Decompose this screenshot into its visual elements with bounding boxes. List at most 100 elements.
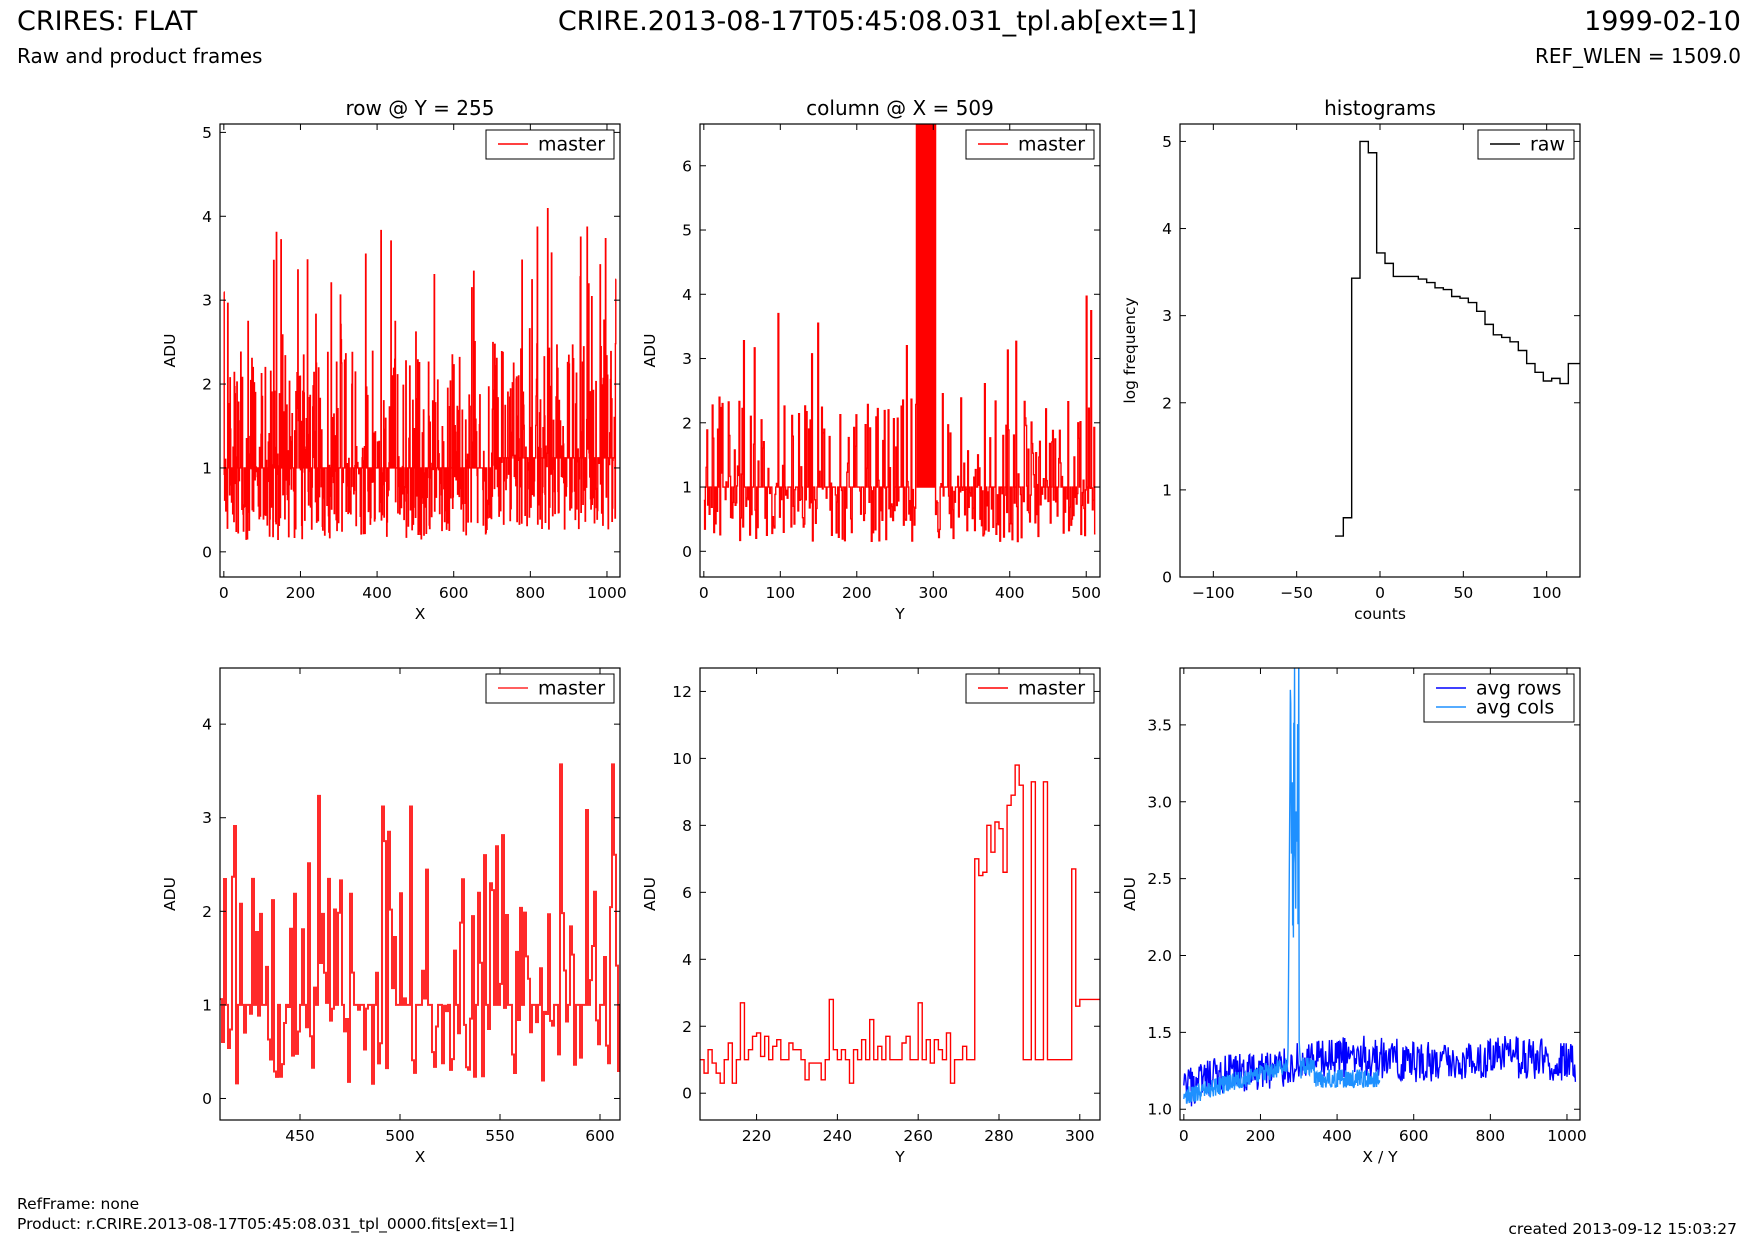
legend: raw [1477,129,1575,160]
series-raw [1335,140,1580,537]
legend-box [1423,673,1575,723]
x-axis-label: X / Y [1362,1148,1398,1166]
y-tick-label: 0 [682,1085,692,1103]
x-tick-label: 200 [842,584,872,602]
chart-title: histograms [1324,96,1436,120]
x-tick-label: 200 [1246,1127,1276,1145]
legend-label: avg rows [1476,678,1561,700]
y-tick-label: 0 [682,543,692,561]
x-axis-label: counts [1354,605,1406,623]
y-tick-label: 8 [682,817,692,835]
y-tick-label: 1 [682,479,692,497]
y-axis-label: ADU [161,334,179,368]
series-avg-rows [1183,1035,1577,1107]
file-name: CRIRE.2013-08-17T05:45:08.031_tpl.ab[ext… [557,6,1198,37]
x-tick-label: 50 [1453,584,1473,602]
series-master [220,763,620,1085]
y-tick-label: 2 [1162,394,1172,412]
x-tick-label: 240 [823,1127,853,1145]
y-tick-label: 10 [672,750,692,768]
x-tick-label: 0 [699,584,709,602]
y-tick-label: 5 [1162,133,1172,151]
plot-frame [699,123,1101,578]
series-avg-cols [1183,668,1381,1104]
y-tick-label: 12 [672,683,692,701]
legend: master [485,129,615,160]
y-tick-label: 4 [202,716,212,734]
y-tick-label: 4 [1162,220,1172,238]
y-tick-label: 3 [1162,307,1172,325]
y-tick-label: 2 [682,414,692,432]
y-tick-label: 6 [682,884,692,902]
report-subtitle: Raw and product frames [17,44,263,68]
y-tick-label: 2 [202,903,212,921]
legend: master [965,673,1095,704]
x-tick-label: 400 [362,584,392,602]
y-tick-label: 3.5 [1147,716,1172,734]
x-tick-label: 220 [742,1127,772,1145]
product-label: Product: r.CRIRE.2013-08-17T05:45:08.031… [17,1215,515,1233]
y-tick-label: 3 [682,350,692,368]
x-tick-label: 300 [1065,1127,1095,1145]
legend-label: avg cols [1476,697,1554,719]
x-tick-label: 600 [439,584,469,602]
x-tick-label: 500 [1071,584,1101,602]
report-date: 1999-02-10 [1584,6,1741,37]
x-tick-label: 800 [1476,1127,1506,1145]
x-tick-label: 550 [485,1127,515,1145]
x-axis-label: X [415,605,426,623]
chart-rowz: 450 500 550 600 0 1 2 3 4 X ADU master [161,667,621,1166]
plot-frame [219,667,621,1121]
y-tick-label: 4 [682,951,692,969]
y-axis-label: log frequency [1121,297,1139,403]
legend: master [485,673,615,704]
y-axis-label: ADU [1121,877,1139,911]
series-master [703,124,1096,543]
x-tick-label: 300 [918,584,948,602]
x-tick-label: 200 [286,584,316,602]
y-axis-label: ADU [161,877,179,911]
x-tick-label: 0 [1179,1127,1189,1145]
x-axis-label: X [415,1148,426,1166]
chart-title: column @ X = 509 [806,96,994,120]
plot-frame [219,123,621,578]
x-tick-label: −50 [1280,584,1313,602]
series-master [223,208,617,540]
chart-colz: 220 240 260 280 300 0 2 4 6 8 10 12 Y ADU master [641,667,1101,1166]
report-title: CRIRES: FLAT [17,6,198,37]
y-tick-label: 5 [682,222,692,240]
x-tick-label: 100 [1532,584,1562,602]
x-tick-label: 800 [516,584,546,602]
plot-frame [1179,667,1581,1121]
y-tick-label: 6 [682,157,692,175]
x-tick-label: 100 [766,584,796,602]
y-tick-label: 5 [202,124,212,142]
y-tick-label: 2 [202,376,212,394]
x-tick-label: 450 [285,1127,315,1145]
y-axis-label: ADU [641,877,659,911]
x-tick-label: 600 [585,1127,615,1145]
y-tick-label: 2 [682,1018,692,1036]
y-tick-label: 2.5 [1147,870,1172,888]
created-timestamp: created 2013-09-12 15:03:27 [1508,1220,1737,1238]
chart-title: row @ Y = 255 [346,96,495,120]
x-axis-label: Y [894,1148,905,1166]
ref-wavelength: REF_WLEN = 1509.0 [1534,44,1741,68]
x-tick-label: 0 [1375,584,1385,602]
y-tick-label: 3 [202,292,212,310]
y-tick-label: 0 [202,1090,212,1108]
x-tick-label: 280 [984,1127,1014,1145]
y-tick-label: 1.5 [1147,1024,1172,1042]
x-axis-label: Y [894,605,905,623]
y-tick-label: 1 [202,996,212,1014]
legend: master [965,129,1095,160]
x-tick-label: 1000 [1547,1127,1586,1145]
y-tick-label: 0 [202,543,212,561]
x-tick-label: 400 [1322,1127,1352,1145]
y-tick-label: 4 [202,208,212,226]
legend-label: master [538,134,605,156]
x-tick-label: 0 [219,584,229,602]
y-tick-label: 1 [202,459,212,477]
